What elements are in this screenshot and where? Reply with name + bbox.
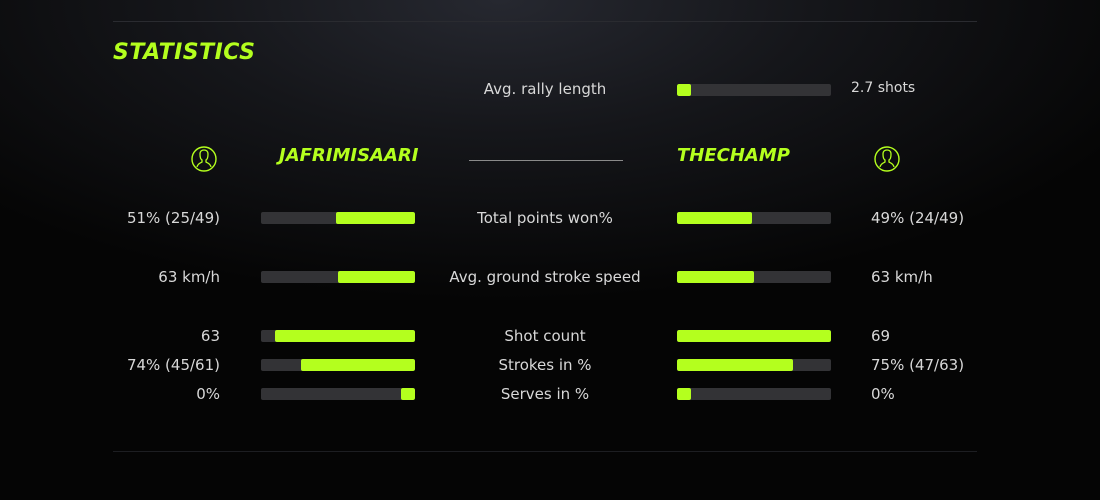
- stat-left-bar: [261, 212, 415, 224]
- user-icon: [191, 146, 217, 172]
- stat-right-bar: [677, 330, 831, 342]
- stat-right-value: 49% (24/49): [871, 209, 965, 227]
- stat-label: Total points won%: [477, 209, 613, 227]
- top-divider: [113, 21, 977, 22]
- stat-right-bar: [677, 271, 831, 283]
- stat-left-value: 74% (45/61): [126, 356, 220, 374]
- user-icon: [874, 146, 900, 172]
- bottom-divider: [113, 451, 977, 452]
- stat-left-bar-fill: [336, 212, 415, 224]
- stat-right-bar: [677, 212, 831, 224]
- stat-right-value: 63 km/h: [871, 268, 933, 286]
- page-title: STATISTICS: [113, 40, 256, 65]
- stat-right-bar-fill: [677, 330, 831, 342]
- stat-label: Avg. ground stroke speed: [449, 268, 641, 286]
- player-right-name: THECHAMP: [677, 145, 790, 166]
- stat-left-bar-fill: [301, 359, 415, 371]
- stat-left-value: 63 km/h: [158, 268, 220, 286]
- stat-label: Strokes in %: [498, 356, 592, 374]
- stat-right-bar-fill: [677, 388, 691, 400]
- stat-right-bar: [677, 359, 831, 371]
- stat-right-value: 69: [871, 327, 891, 345]
- stat-right-bar-fill: [677, 359, 793, 371]
- stat-right-bar-fill: [677, 212, 753, 224]
- rally-bar: [677, 84, 831, 96]
- rally-bar-fill: [677, 84, 691, 96]
- rally-label: Avg. rally length: [483, 80, 607, 98]
- stat-left-bar-fill: [274, 330, 415, 342]
- stat-label: Serves in %: [500, 385, 590, 403]
- stat-label: Shot count: [504, 327, 586, 345]
- stat-left-bar-fill: [401, 388, 415, 400]
- stat-left-bar-fill: [338, 271, 415, 283]
- stat-left-bar: [261, 330, 415, 342]
- stat-left-value: 0%: [196, 385, 220, 403]
- stat-left-bar: [261, 359, 415, 371]
- stat-right-value: 75% (47/63): [871, 356, 965, 374]
- stat-left-value: 51% (25/49): [126, 209, 220, 227]
- stat-left-bar: [261, 271, 415, 283]
- header-separator: [469, 160, 623, 161]
- stat-right-bar: [677, 388, 831, 400]
- stat-right-value: 0%: [871, 385, 895, 403]
- player-left-name: JAFRIMISAARI: [279, 145, 419, 166]
- stat-left-bar: [261, 388, 415, 400]
- stat-left-value: 63: [200, 327, 220, 345]
- rally-value: 2.7 shots: [851, 80, 916, 96]
- stat-right-bar-fill: [677, 271, 754, 283]
